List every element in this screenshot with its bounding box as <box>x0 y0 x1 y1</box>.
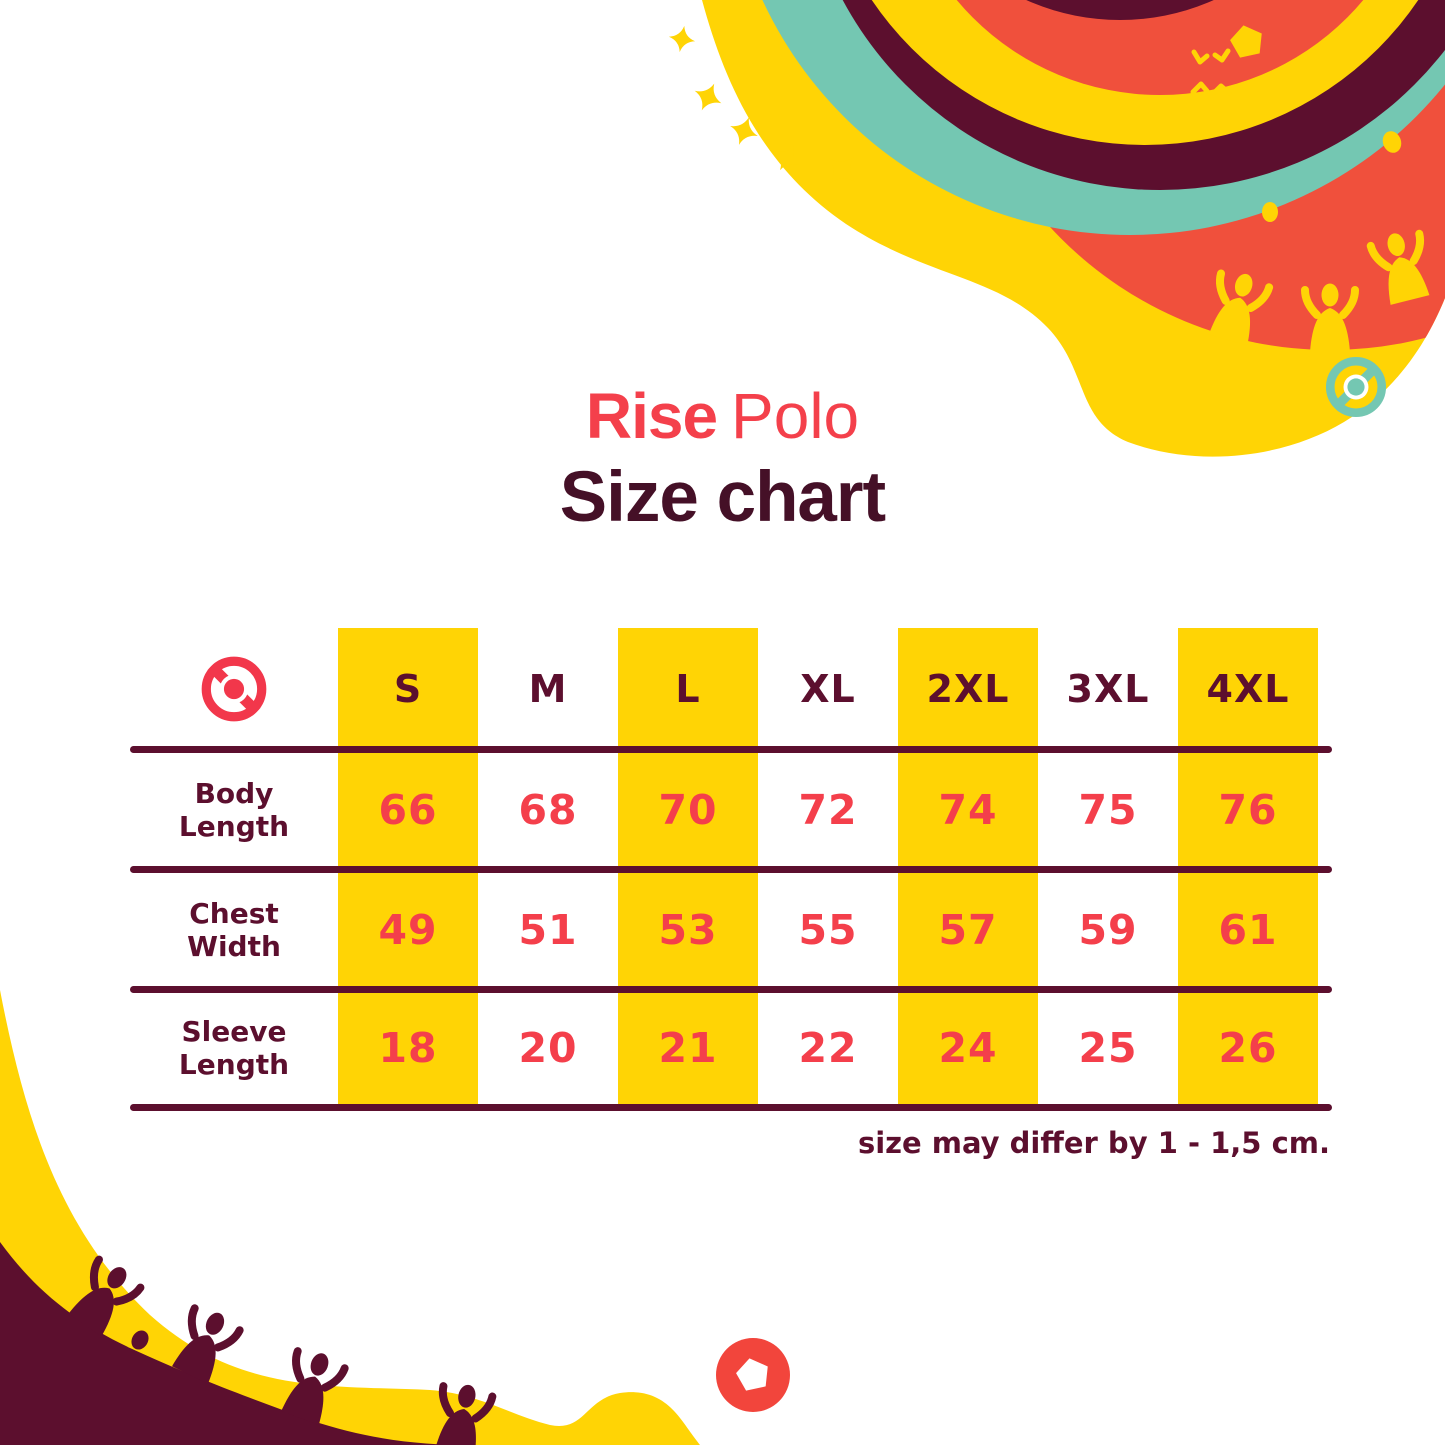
column-header-4xl: 4XL <box>1206 667 1290 711</box>
value-body-length-3xl: 75 <box>1078 786 1138 834</box>
product-name: Polo <box>731 380 860 452</box>
value-chest-width-2xl: 57 <box>938 906 998 954</box>
value-body-length-2xl: 74 <box>938 786 998 834</box>
size-grid: S M L XL 2XL 3XL 4XL Body Length 66 68 7… <box>130 628 1318 1106</box>
column-header-2xl: 2XL <box>926 667 1010 711</box>
value-body-length-4xl: 76 <box>1218 786 1278 834</box>
row-label-body-length: Body Length <box>178 776 290 843</box>
brand-name: Rise <box>585 380 718 452</box>
table-corner-cell <box>130 628 338 750</box>
size-disclaimer: size may differ by 1 - 1,5 cm. <box>857 1126 1330 1160</box>
column-header-3xl: 3XL <box>1066 667 1150 711</box>
value-chest-width-l: 53 <box>658 906 718 954</box>
value-sleeve-length-m: 20 <box>518 1024 578 1072</box>
table-divider <box>130 1104 1332 1111</box>
value-chest-width-xl: 55 <box>798 906 858 954</box>
value-body-length-xl: 72 <box>798 786 858 834</box>
value-sleeve-length-4xl: 26 <box>1218 1024 1278 1072</box>
value-body-length-s: 66 <box>378 786 438 834</box>
value-chest-width-m: 51 <box>518 906 578 954</box>
column-header-l: L <box>675 667 701 711</box>
subtitle: Size chart <box>559 458 886 537</box>
value-body-length-m: 68 <box>518 786 578 834</box>
value-body-length-l: 70 <box>658 786 718 834</box>
compass-logo-icon <box>1325 356 1387 418</box>
table-divider <box>130 746 1332 753</box>
pentagon-badge-icon <box>716 1338 790 1412</box>
column-header-xl: XL <box>800 667 856 711</box>
spark-mark-icon <box>1190 48 1232 96</box>
page-title: Rise Polo Size chart <box>0 384 1445 533</box>
product-title: Rise Polo <box>0 384 1445 448</box>
row-label-sleeve-length: Sleeve Length <box>178 1014 290 1081</box>
compass-logo-icon <box>201 656 267 722</box>
value-chest-width-s: 49 <box>378 906 438 954</box>
value-chest-width-4xl: 61 <box>1218 906 1278 954</box>
table-divider <box>130 866 1332 873</box>
value-sleeve-length-2xl: 24 <box>938 1024 998 1072</box>
value-sleeve-length-l: 21 <box>658 1024 718 1072</box>
column-header-m: M <box>528 667 568 711</box>
value-chest-width-3xl: 59 <box>1078 906 1138 954</box>
bottom-left-blob <box>0 990 700 1445</box>
table-divider <box>130 986 1332 993</box>
value-sleeve-length-s: 18 <box>378 1024 438 1072</box>
value-sleeve-length-3xl: 25 <box>1078 1024 1138 1072</box>
column-header-s: S <box>393 667 423 711</box>
row-label-chest-width: Chest Width <box>187 896 281 963</box>
top-right-blob <box>702 0 1445 457</box>
value-sleeve-length-xl: 22 <box>798 1024 858 1072</box>
size-table: S M L XL 2XL 3XL 4XL Body Length 66 68 7… <box>130 628 1332 1111</box>
